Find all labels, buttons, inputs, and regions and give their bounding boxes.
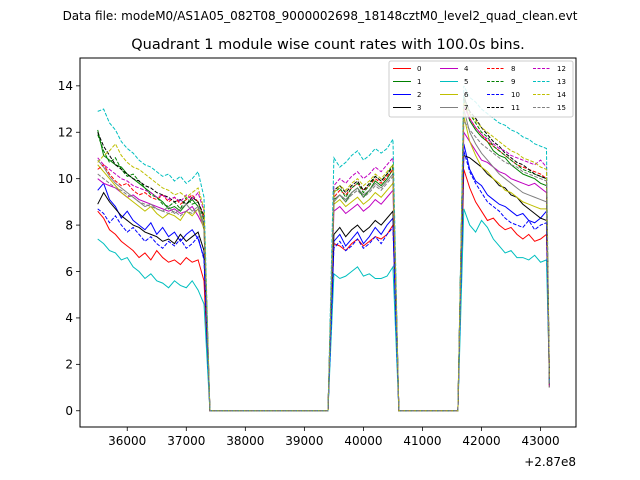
y-tick-label: 10 xyxy=(58,172,73,186)
chart-suptitle: Data file: modeM0/AS1A05_082T08_90000026… xyxy=(63,9,578,23)
series-line-5 xyxy=(97,208,550,412)
x-tick-label: 42000 xyxy=(462,434,500,448)
series-line-10 xyxy=(97,150,550,412)
legend-label-6: 6 xyxy=(464,91,469,99)
plot-area xyxy=(79,57,577,428)
legend-label-3: 3 xyxy=(417,104,421,112)
x-tick-label: 39000 xyxy=(285,434,323,448)
legend-label-2: 2 xyxy=(417,91,421,99)
y-tick-label: 4 xyxy=(65,311,73,325)
x-tick-label: 37000 xyxy=(167,434,205,448)
y-axis: 0 2 4 6 8 10 12 14 xyxy=(58,79,80,418)
legend-label-7: 7 xyxy=(464,104,468,112)
x-tick-label: 43000 xyxy=(521,434,559,448)
x-axis: 36000 37000 38000 39000 40000 41000 42000 43000 xyxy=(108,427,560,448)
legend-label-13: 13 xyxy=(557,78,566,86)
legend-label-10: 10 xyxy=(511,91,520,99)
series-line-2 xyxy=(97,143,550,412)
legend-label-11: 11 xyxy=(511,104,520,112)
x-tick-label: 38000 xyxy=(226,434,264,448)
y-tick-label: 0 xyxy=(65,404,73,418)
legend-label-15: 15 xyxy=(557,104,566,112)
legend-label-1: 1 xyxy=(417,78,421,86)
legend-label-4: 4 xyxy=(464,65,469,73)
x-tick-label: 40000 xyxy=(344,434,382,448)
series-layer xyxy=(97,85,550,412)
x-offset-label: +2.87e8 xyxy=(524,455,576,469)
series-line-14 xyxy=(97,101,550,412)
series-line-9 xyxy=(97,94,550,412)
y-tick-label: 6 xyxy=(65,265,73,279)
legend-label-9: 9 xyxy=(511,78,515,86)
legend-label-12: 12 xyxy=(557,65,566,73)
y-tick-label: 14 xyxy=(58,79,73,93)
series-line-1 xyxy=(97,99,550,412)
y-tick-label: 12 xyxy=(58,126,73,140)
x-tick-label: 41000 xyxy=(403,434,441,448)
x-tick-label: 36000 xyxy=(108,434,146,448)
y-tick-label: 2 xyxy=(65,358,73,372)
axes-frame xyxy=(79,57,577,428)
chart-title: Quadrant 1 module wise count rates with … xyxy=(131,37,525,53)
series-line-12 xyxy=(97,106,550,412)
legend-label-14: 14 xyxy=(557,91,566,99)
legend-label-8: 8 xyxy=(511,65,515,73)
legend-label-0: 0 xyxy=(417,65,421,73)
series-line-8 xyxy=(97,104,550,412)
y-tick-label: 8 xyxy=(65,218,73,232)
series-line-15 xyxy=(97,118,550,412)
legend-frame xyxy=(388,60,574,118)
series-line-4 xyxy=(97,130,550,412)
legend-label-5: 5 xyxy=(464,78,468,86)
series-line-3 xyxy=(97,154,550,412)
